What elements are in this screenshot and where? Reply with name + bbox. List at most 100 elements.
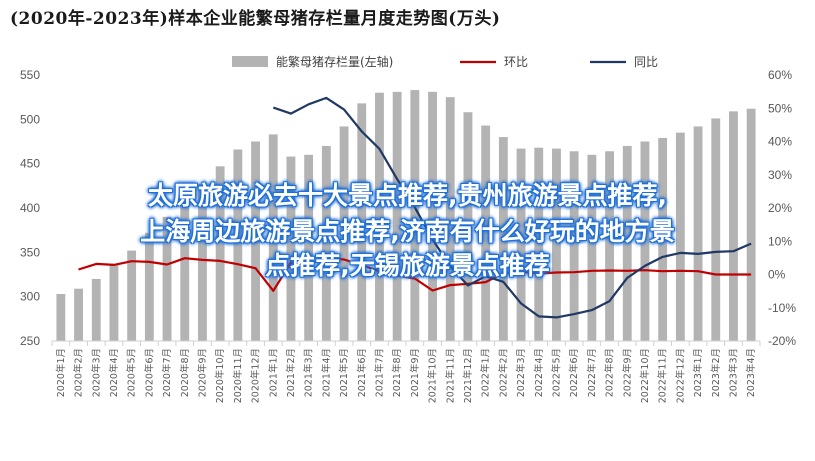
x-tick-label: 2020年12月 xyxy=(250,348,262,403)
axes: 250 300 350 400 450 500 550 -20% -10% 0% 10% 20% 30%… xyxy=(20,68,796,403)
x-tick-label: 2020年7月 xyxy=(161,348,173,397)
x-tick-label: 2020年4月 xyxy=(108,348,120,397)
x-tick-label: 2022年12月 xyxy=(674,348,686,403)
y-left-tick-label: 400 xyxy=(20,201,40,215)
legend-label: 同比 xyxy=(634,55,658,69)
bar xyxy=(251,141,260,341)
bar xyxy=(711,118,721,342)
x-tick-label: 2021年1月 xyxy=(267,348,279,397)
legend-label: 能繁母猪存栏量(左轴) xyxy=(276,54,393,69)
x-tick-label: 2021年3月 xyxy=(303,348,315,397)
x-tick-label: 2022年9月 xyxy=(621,348,633,397)
bar xyxy=(127,250,137,341)
bar xyxy=(268,134,278,341)
bar xyxy=(91,278,101,341)
series-line-yoy xyxy=(272,96,752,319)
chart-title: (2020年-2023年)样本企业能繁母猪存栏量月度走势图(万头) xyxy=(10,9,501,29)
bar xyxy=(180,199,190,341)
bar xyxy=(622,145,632,341)
bar xyxy=(445,97,455,342)
x-tick-label: 2022年8月 xyxy=(604,348,616,397)
y-left-tick-label: 550 xyxy=(20,68,40,82)
bar xyxy=(605,151,614,341)
line-series xyxy=(78,96,752,319)
y-left-tick-label: 450 xyxy=(20,157,40,171)
x-tick-label: 2021年10月 xyxy=(427,348,439,403)
bar xyxy=(569,151,579,341)
bar xyxy=(498,137,508,341)
legend-label: 环比 xyxy=(504,55,528,69)
y-left-tick-label: 300 xyxy=(20,290,40,304)
x-tick-label: 2022年5月 xyxy=(550,348,562,397)
x-tick-label: 2020年11月 xyxy=(232,348,244,403)
x-tick-label: 2020年1月 xyxy=(55,348,67,397)
x-tick-label: 2023年4月 xyxy=(745,348,757,397)
bar xyxy=(587,154,597,341)
bar xyxy=(286,156,296,341)
bar xyxy=(339,126,349,341)
overlay-text-line-3: 点推荐,无锡旅游景点推荐 xyxy=(265,251,550,280)
y-right-tick-label: 30% xyxy=(768,168,792,182)
x-tick-label: 2021年2月 xyxy=(285,348,297,397)
bar xyxy=(428,91,437,341)
x-tick-label: 2020年10月 xyxy=(214,348,226,403)
x-tick-label: 2021年9月 xyxy=(409,348,421,397)
y-right-tick-label: -10% xyxy=(768,301,796,315)
bar xyxy=(233,149,243,341)
legend-swatch-bar xyxy=(232,56,268,67)
bar xyxy=(640,141,650,341)
x-tick-label: 2022年6月 xyxy=(568,348,580,397)
x-tick-label: 2020年2月 xyxy=(73,348,85,397)
x-tick-label: 2021年8月 xyxy=(391,348,403,397)
bar xyxy=(693,126,703,341)
x-tick-label: 2022年3月 xyxy=(515,348,527,397)
x-tick-label: 2023年2月 xyxy=(710,348,722,397)
y-right-tick-label: 50% xyxy=(768,101,792,115)
bar xyxy=(304,154,314,341)
x-tick-label: 2022年7月 xyxy=(586,348,598,397)
bar xyxy=(729,111,738,341)
bar xyxy=(144,232,154,341)
x-tick-label: 2021年7月 xyxy=(373,348,385,397)
bar xyxy=(198,184,207,341)
x-tick-label: 2022年4月 xyxy=(533,348,545,397)
bar xyxy=(357,103,367,341)
bar xyxy=(534,147,544,341)
bar xyxy=(162,216,172,341)
overlay-text-line-2: 上海周边旅游景点推荐,济南有什么好玩的地方景 xyxy=(140,217,675,246)
y-left-tick-label: 350 xyxy=(20,245,40,259)
legend: 能繁母猪存栏量(左轴) 环比 同比 xyxy=(232,54,658,69)
bar xyxy=(746,108,756,342)
y-right-tick-label: 60% xyxy=(768,68,792,82)
x-tick-label: 2021年12月 xyxy=(462,348,474,403)
x-tick-label: 2023年3月 xyxy=(727,348,739,397)
x-tick-label: 2020年6月 xyxy=(143,348,155,397)
x-tick-label: 2020年5月 xyxy=(126,348,138,397)
bar xyxy=(658,137,668,341)
y-left-tick-label: 500 xyxy=(20,112,40,126)
bar xyxy=(552,148,561,341)
y-right-tick-label: 0% xyxy=(768,268,786,282)
y-right-tick-label: -20% xyxy=(768,334,796,348)
y-right-tick-label: 20% xyxy=(768,201,792,215)
x-tick-label: 2021年11月 xyxy=(444,348,456,403)
x-tick-label: 2020年9月 xyxy=(196,348,208,397)
bar xyxy=(321,145,331,341)
x-tick-label: 2021年4月 xyxy=(320,348,332,397)
x-tick-label: 2022年10月 xyxy=(639,348,651,403)
bar xyxy=(675,132,685,341)
bar xyxy=(410,90,420,341)
y-right-tick-label: 10% xyxy=(768,234,792,248)
bar xyxy=(375,92,384,341)
bar-series xyxy=(56,90,756,342)
bar xyxy=(463,112,473,342)
x-tick-label: 2023年1月 xyxy=(692,348,704,397)
bar xyxy=(74,288,83,341)
x-tick-label: 2022年2月 xyxy=(497,348,509,397)
bar xyxy=(392,91,402,341)
x-tick-label: 2021年6月 xyxy=(356,348,368,397)
y-right-tick-label: 40% xyxy=(768,135,792,149)
bar xyxy=(516,148,526,341)
x-tick-label: 2020年8月 xyxy=(179,348,191,397)
